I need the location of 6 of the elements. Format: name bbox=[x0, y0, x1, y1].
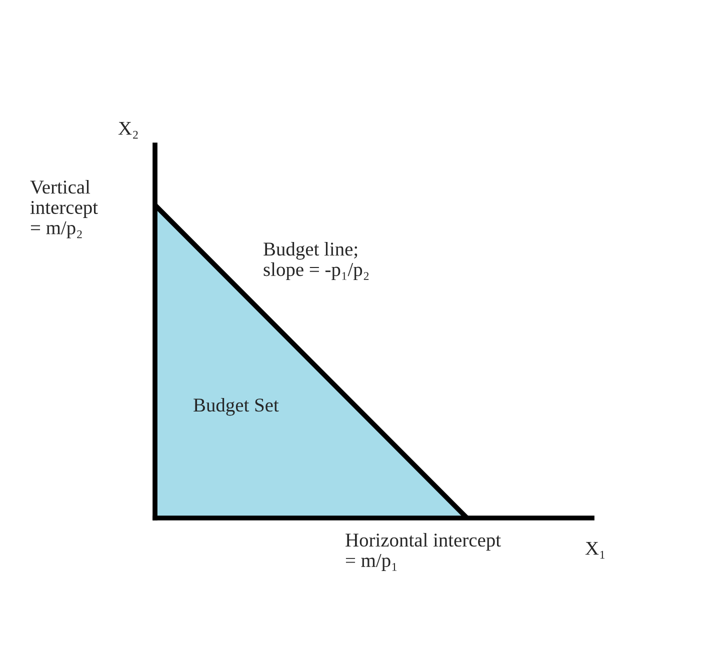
text: Horizontal intercept = m/p₁ bbox=[346, 533, 501, 571]
x-axis-title: X₁ bbox=[585, 542, 604, 559]
text: Vertical intercept = m/p₂ bbox=[30, 180, 98, 238]
y-axis-title: X₂ bbox=[118, 122, 138, 139]
annotation: Budget line; slope = -p₁/p₂ bbox=[264, 242, 369, 280]
annotation: Budget Set bbox=[194, 398, 279, 416]
